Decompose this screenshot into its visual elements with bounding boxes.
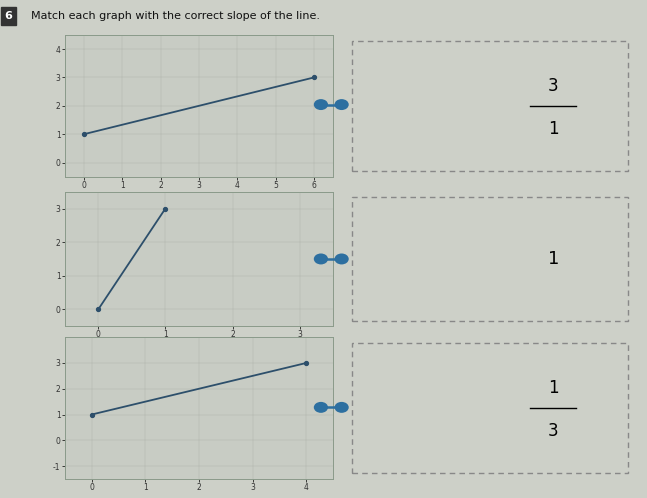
Text: Match each graph with the correct slope of the line.: Match each graph with the correct slope … [31, 11, 320, 21]
Text: 3: 3 [548, 77, 559, 95]
Text: 1: 1 [548, 250, 559, 268]
Text: 6: 6 [5, 11, 12, 21]
Text: 3: 3 [548, 422, 559, 440]
Text: 1: 1 [548, 120, 559, 137]
Text: 1: 1 [548, 379, 559, 397]
